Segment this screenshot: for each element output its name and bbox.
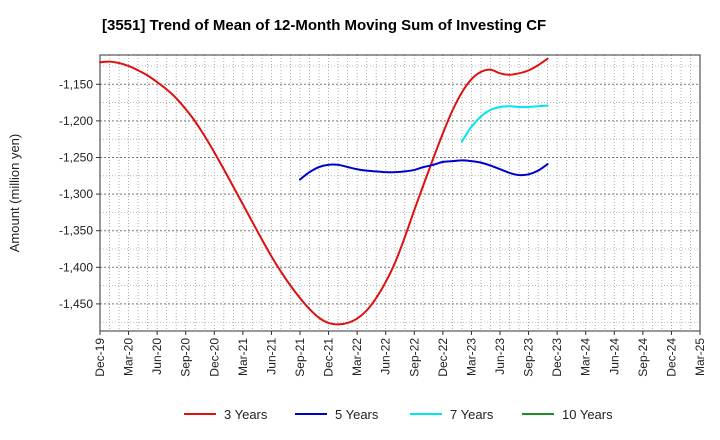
x-tick-label: Jun-21 (264, 338, 278, 375)
x-tick-label: Mar-22 (350, 338, 364, 376)
legend-label-7-years: 7 Years (450, 407, 494, 422)
legend-label-3-years: 3 Years (224, 407, 268, 422)
chart-title: [3551] Trend of Mean of 12-Month Moving … (102, 17, 546, 34)
x-tick-label: Dec-21 (322, 338, 336, 377)
y-tick-label: -1,450 (59, 297, 93, 311)
x-tick-label: Mar-24 (579, 338, 593, 376)
x-tick-label: Dec-20 (207, 338, 221, 377)
x-tick-label: Mar-20 (122, 338, 136, 376)
y-axis: -1,150 -1,200 -1,250 -1,300 -1,350 -1,400 -1,4… (59, 77, 100, 311)
x-tick-label: Mar-25 (693, 338, 707, 376)
y-tick-label: -1,150 (59, 77, 93, 91)
y-tick-label: -1,350 (59, 224, 93, 238)
x-axis: Dec-19 Mar-20 Jun-20 Sep-20 Dec-20 Mar-21 Jun-… (93, 331, 707, 377)
y-tick-label: -1,250 (59, 150, 93, 164)
x-tick-label: Dec-23 (550, 338, 564, 377)
legend: 3 Years 5 Years 7 Years 10 Years (184, 407, 613, 422)
x-tick-label: Jun-23 (493, 338, 507, 375)
x-tick-label: Sep-24 (636, 338, 650, 377)
series-line-5-years (299, 159, 549, 181)
x-tick-label: Dec-24 (664, 338, 678, 377)
y-tick-label: -1,300 (59, 187, 93, 201)
series-line-7-years (460, 104, 549, 143)
x-tick-label: Sep-22 (407, 338, 421, 377)
x-tick-label: Sep-23 (522, 338, 536, 377)
x-tick-label: Dec-22 (436, 338, 450, 377)
x-tick-label: Mar-21 (236, 338, 250, 376)
y-tick-label: -1,400 (59, 260, 93, 274)
legend-label-10-years: 10 Years (562, 407, 613, 422)
series-lines (99, 57, 549, 326)
x-tick-label: Mar-23 (464, 338, 478, 376)
plot-frame (99, 54, 701, 332)
x-tick-label: Dec-19 (93, 338, 107, 377)
grid (100, 55, 700, 331)
x-tick-label: Jun-22 (379, 338, 393, 375)
x-tick-label: Jun-20 (150, 338, 164, 375)
x-tick-label: Sep-20 (179, 338, 193, 377)
x-tick-label: Jun-24 (607, 338, 621, 375)
x-tick-label: Sep-21 (293, 338, 307, 377)
y-tick-label: -1,200 (59, 114, 93, 128)
series-line-3-years (99, 57, 549, 326)
legend-label-5-years: 5 Years (335, 407, 379, 422)
y-axis-label: Amount (million yen) (7, 134, 22, 253)
